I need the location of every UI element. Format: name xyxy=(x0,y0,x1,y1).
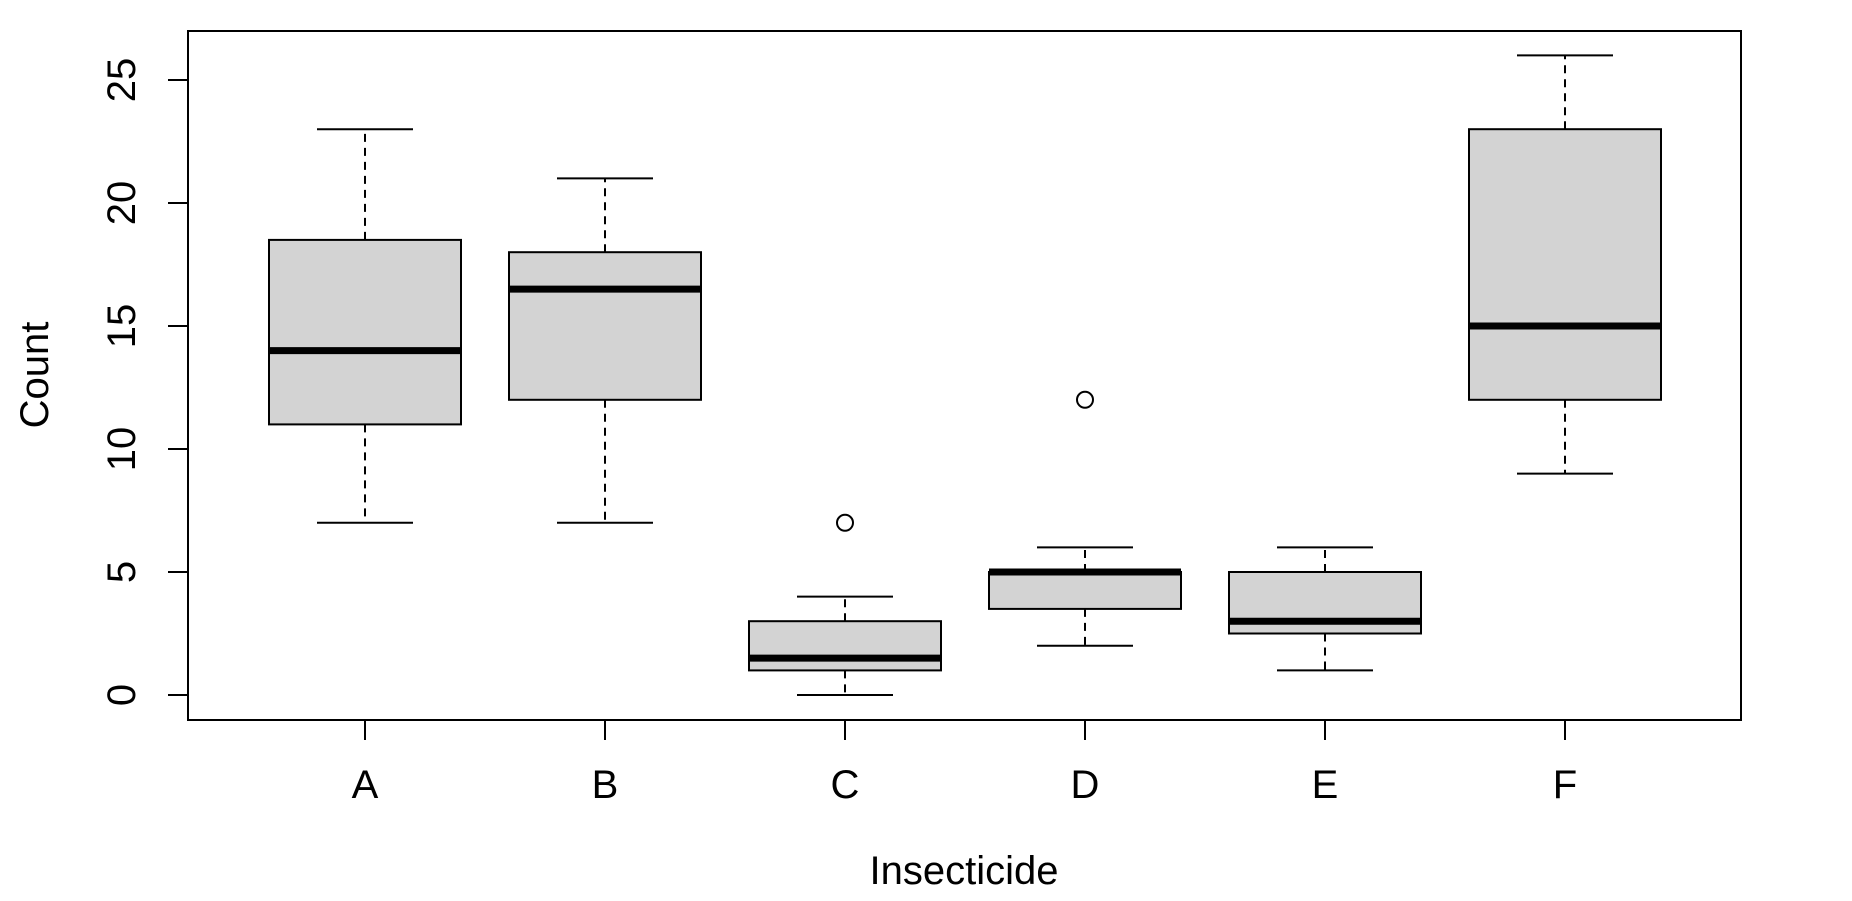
x-tick-label-D: D xyxy=(1071,763,1100,807)
box-B xyxy=(508,177,702,524)
box-F xyxy=(1468,54,1662,475)
y-tick-label-20: 20 xyxy=(100,181,144,226)
box-body-D xyxy=(988,571,1182,610)
x-tick-label-E: E xyxy=(1312,763,1339,807)
box-body-C xyxy=(748,620,942,672)
box-body-B xyxy=(508,251,702,401)
box-D xyxy=(988,390,1182,647)
box-A xyxy=(268,128,462,524)
box-C xyxy=(748,513,942,696)
y-axis-title: Count xyxy=(13,322,57,429)
x-tick-label-A: A xyxy=(352,763,379,807)
x-axis: A B C D E F xyxy=(352,720,1577,807)
y-tick-label-15: 15 xyxy=(100,304,144,349)
box-body-F xyxy=(1468,128,1662,401)
x-tick-label-B: B xyxy=(592,763,619,807)
x-tick-label-C: C xyxy=(831,763,860,807)
outlier-point-D-0 xyxy=(1076,390,1094,409)
box-body-A xyxy=(268,238,462,426)
box-series xyxy=(268,54,1662,696)
y-tick-label-10: 10 xyxy=(100,427,144,472)
y-tick-label-25: 25 xyxy=(100,58,144,103)
x-tick-label-F: F xyxy=(1553,763,1577,807)
y-tick-label-0: 0 xyxy=(100,684,144,706)
y-axis: 0 5 10 15 20 25 xyxy=(100,58,189,706)
box-E xyxy=(1228,546,1422,672)
outlier-point-C-0 xyxy=(836,513,854,532)
x-axis-title: Insecticide xyxy=(870,849,1059,893)
y-tick-label-5: 5 xyxy=(100,561,144,583)
